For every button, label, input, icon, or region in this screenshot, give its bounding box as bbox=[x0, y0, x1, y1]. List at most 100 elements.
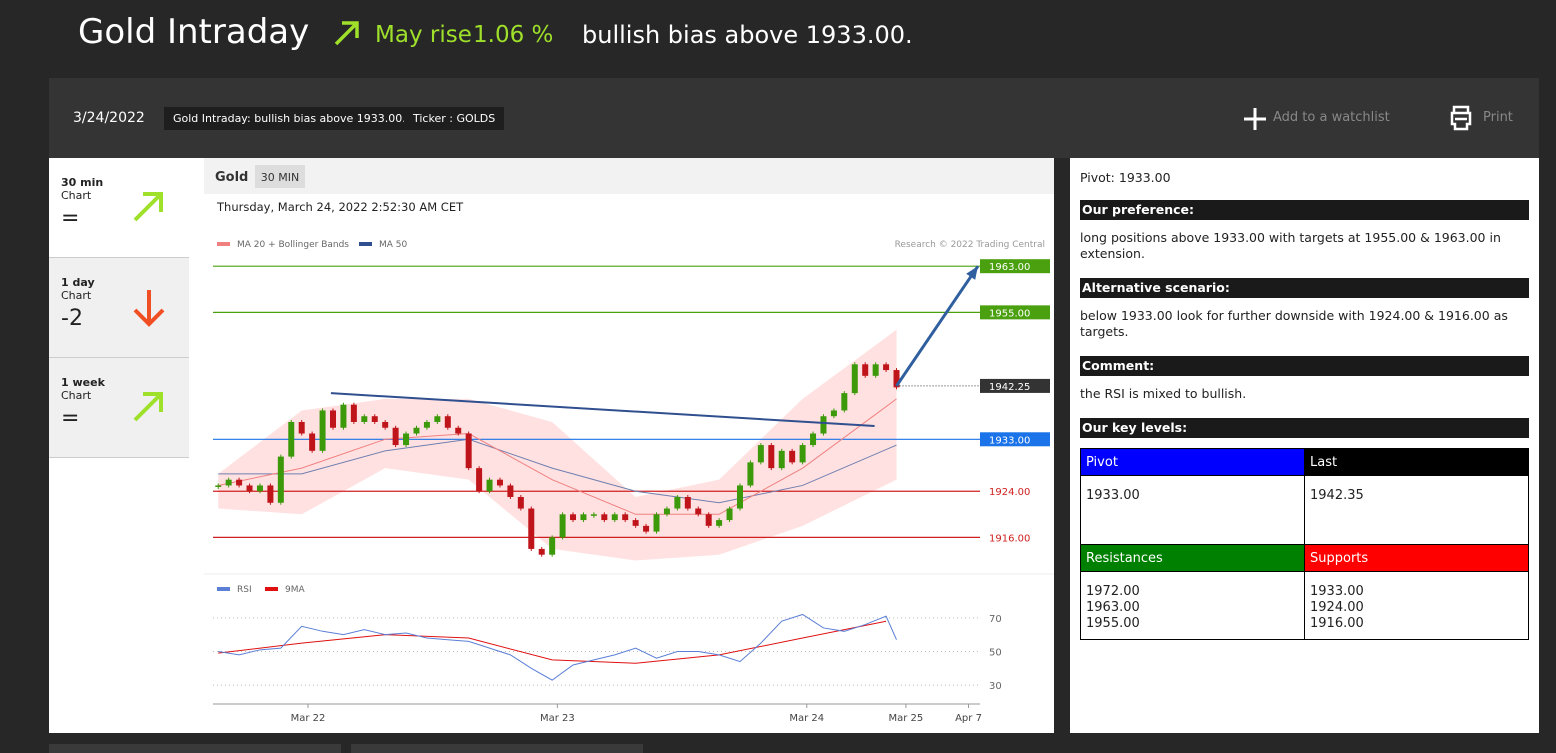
pivot: Pivot: 1933.00 bbox=[1080, 170, 1171, 185]
x-tick-label: Mar 23 bbox=[540, 713, 575, 724]
tab bbox=[351, 744, 643, 753]
level-label-box bbox=[980, 378, 1050, 393]
bollinger-band bbox=[218, 329, 897, 561]
candle bbox=[820, 416, 827, 434]
label: Chart bbox=[61, 289, 92, 302]
candle bbox=[225, 479, 232, 486]
ma50-line bbox=[218, 438, 897, 504]
trendline bbox=[330, 392, 875, 428]
candle bbox=[611, 514, 618, 521]
candle bbox=[747, 462, 754, 486]
chart-container: Gold 30 MIN Thursday, March 24, 2022 2:52:… bbox=[204, 158, 1054, 733]
rsi-ma-line bbox=[218, 620, 887, 664]
key-levels-table: Pivot Last 1933.00 1942.35 Resistances S… bbox=[1080, 448, 1529, 640]
candle bbox=[486, 479, 493, 492]
summary: bullish bias above 1933.00. bbox=[582, 21, 913, 49]
x-tick-label: Mar 25 bbox=[889, 713, 924, 724]
candle bbox=[705, 514, 712, 526]
candle bbox=[236, 479, 243, 486]
candle bbox=[789, 450, 796, 463]
y-tick-label: 70 bbox=[989, 614, 1002, 625]
y-tick-label: 50 bbox=[989, 648, 1002, 659]
candle bbox=[319, 410, 326, 451]
pivot-header: Pivot bbox=[1080, 448, 1305, 476]
level-label-box bbox=[980, 259, 1050, 274]
candle bbox=[851, 364, 858, 394]
x-tick-label: Apr 7 bbox=[955, 713, 982, 724]
level-value: 1955.00 bbox=[1086, 616, 1140, 631]
plus-icon[interactable] bbox=[1243, 107, 1267, 131]
page-title: Gold Intraday bbox=[78, 12, 310, 52]
candle bbox=[716, 520, 723, 526]
candle bbox=[434, 416, 441, 422]
legend-swatch bbox=[359, 242, 372, 246]
x-tick-label: Mar 24 bbox=[789, 713, 824, 724]
period: 30 min bbox=[61, 176, 104, 189]
target-arrow bbox=[895, 265, 980, 387]
candle bbox=[632, 520, 639, 526]
candle bbox=[590, 514, 597, 516]
candle bbox=[538, 548, 545, 555]
candle bbox=[246, 485, 253, 492]
candle bbox=[528, 508, 535, 549]
candle bbox=[277, 456, 284, 503]
candle bbox=[684, 496, 691, 509]
rsi-line bbox=[218, 613, 897, 681]
level-label: 1924.00 bbox=[989, 487, 1030, 498]
legend-swatch bbox=[217, 587, 230, 591]
label: Chart bbox=[61, 189, 92, 202]
change: 1.06 % bbox=[473, 22, 554, 48]
label: Chart bbox=[61, 389, 92, 402]
watchlist-button[interactable]: Add to a watchlist bbox=[1273, 110, 1390, 125]
candle bbox=[893, 370, 900, 388]
level-label: 1942.25 bbox=[989, 382, 1030, 393]
period: 1 week bbox=[61, 376, 105, 389]
candle bbox=[778, 450, 785, 469]
candle bbox=[674, 496, 681, 509]
section-text: below 1933.00 look for further downside … bbox=[1080, 308, 1508, 339]
candle bbox=[872, 364, 879, 376]
level-value: 1924.00 bbox=[1310, 600, 1364, 615]
candle bbox=[549, 537, 556, 555]
last-header: Last bbox=[1304, 448, 1529, 476]
level-value: 1972.00 bbox=[1086, 584, 1140, 599]
direction: May rise bbox=[375, 22, 472, 48]
analysis-panel: Pivot: 1933.00 Our preference: long posit… bbox=[1070, 158, 1539, 733]
date: 3/24/2022 bbox=[73, 110, 145, 126]
candle bbox=[361, 416, 368, 422]
candle bbox=[465, 433, 472, 469]
y-tick-label: 30 bbox=[989, 681, 1002, 692]
chart: Gold 30 MIN Thursday, March 24, 2022 2:52:… bbox=[204, 158, 1054, 724]
section-text: the RSI is mixed to bullish. bbox=[1080, 386, 1247, 401]
candle bbox=[757, 445, 764, 463]
section-text: long positions above 1933.00 with target… bbox=[1080, 230, 1501, 261]
credit: Research © 2022 Trading Central bbox=[895, 240, 1045, 250]
print-button[interactable]: Print bbox=[1483, 110, 1513, 125]
candle bbox=[799, 445, 806, 463]
ticker-tag: Ticker : GOLDS bbox=[404, 107, 505, 130]
candle bbox=[580, 514, 587, 521]
level-label-box bbox=[980, 432, 1050, 447]
candle bbox=[256, 485, 263, 492]
pivot-value: 1933.00 bbox=[1080, 475, 1305, 545]
legend-label: MA 20 + Bollinger Bands bbox=[237, 240, 349, 250]
headline-tag: Gold Intraday: bullish bias above 1933.0… bbox=[164, 107, 415, 130]
candle bbox=[695, 508, 702, 515]
level-label: 1933.00 bbox=[989, 435, 1030, 446]
ma20-line bbox=[218, 398, 897, 515]
resistances-header: Resistances bbox=[1080, 544, 1305, 572]
candle bbox=[340, 404, 347, 428]
chart-title: Gold bbox=[215, 170, 248, 185]
candle bbox=[570, 514, 577, 521]
supports-list: 1933.00 1924.00 1916.00 bbox=[1304, 571, 1529, 640]
chart-header bbox=[204, 158, 1054, 194]
candle bbox=[455, 427, 462, 434]
timeframe: 30 MIN bbox=[261, 171, 299, 184]
candle bbox=[413, 427, 420, 434]
candle bbox=[507, 485, 514, 497]
level-value: 1916.00 bbox=[1310, 616, 1364, 631]
candle bbox=[267, 485, 274, 503]
trend-icon bbox=[133, 290, 165, 327]
print-icon[interactable] bbox=[1447, 104, 1475, 132]
